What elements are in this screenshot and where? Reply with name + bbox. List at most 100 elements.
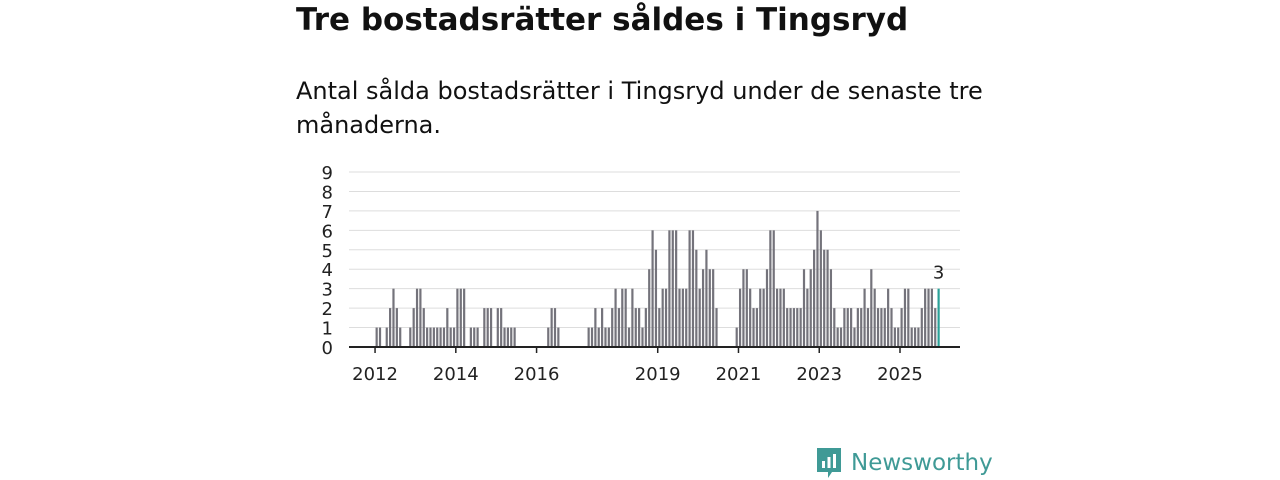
bar bbox=[762, 288, 765, 347]
bar bbox=[415, 288, 419, 347]
bar bbox=[698, 288, 701, 347]
bar bbox=[456, 288, 459, 347]
bar bbox=[378, 327, 382, 347]
bar bbox=[738, 288, 742, 347]
bar bbox=[826, 249, 829, 347]
bar bbox=[419, 288, 422, 347]
bar-series bbox=[375, 210, 940, 347]
bar bbox=[389, 308, 392, 347]
bar bbox=[463, 288, 466, 347]
bar bbox=[775, 288, 779, 347]
chart-title: Tre bostadsrätter såldes i Tingsryd bbox=[296, 2, 909, 38]
bar bbox=[913, 327, 917, 347]
bar bbox=[839, 327, 843, 347]
bar bbox=[385, 327, 388, 347]
newsworthy-chart-icon bbox=[817, 448, 841, 478]
bar bbox=[735, 327, 738, 347]
bar bbox=[631, 288, 634, 347]
bar bbox=[473, 327, 476, 347]
bar bbox=[876, 308, 880, 347]
bar bbox=[671, 230, 674, 347]
bar bbox=[624, 288, 627, 347]
bar bbox=[893, 327, 896, 347]
bar bbox=[557, 327, 560, 347]
bar bbox=[843, 308, 846, 347]
newsworthy-logo: Newsworthy bbox=[815, 446, 993, 480]
bar bbox=[648, 269, 651, 347]
bar bbox=[890, 308, 893, 347]
bar bbox=[927, 288, 930, 347]
bar bbox=[658, 308, 661, 347]
bar bbox=[664, 288, 668, 347]
bar bbox=[446, 308, 449, 347]
bar bbox=[432, 327, 435, 347]
bar bbox=[661, 288, 664, 347]
bar bbox=[604, 327, 607, 347]
bar bbox=[765, 269, 769, 347]
bar bbox=[496, 308, 499, 347]
y-tick-label: 7 bbox=[322, 202, 333, 223]
bar bbox=[934, 308, 937, 347]
bar bbox=[500, 308, 503, 347]
x-tick-label: 2023 bbox=[796, 364, 842, 385]
bar bbox=[715, 308, 718, 347]
bar bbox=[930, 288, 933, 347]
bar bbox=[813, 249, 816, 347]
bar bbox=[590, 327, 594, 347]
bar bbox=[880, 308, 883, 347]
y-tick-label: 6 bbox=[322, 221, 333, 242]
bar bbox=[429, 327, 432, 347]
bar bbox=[924, 288, 927, 347]
bar bbox=[601, 308, 604, 347]
bar bbox=[779, 288, 782, 347]
bar bbox=[550, 308, 553, 347]
bar bbox=[422, 308, 425, 347]
bar bbox=[920, 308, 923, 347]
bar bbox=[503, 327, 506, 347]
bar bbox=[426, 327, 429, 347]
bar-latest bbox=[937, 288, 940, 347]
x-tick-label: 2019 bbox=[635, 364, 681, 385]
bar bbox=[392, 288, 395, 347]
bar bbox=[833, 308, 836, 347]
bar bbox=[651, 230, 654, 347]
bar bbox=[769, 230, 772, 347]
bar bbox=[553, 308, 557, 347]
bar bbox=[850, 308, 853, 347]
bar bbox=[809, 269, 812, 347]
bar bbox=[708, 269, 711, 347]
x-tick-label: 2012 bbox=[352, 364, 398, 385]
bar bbox=[513, 327, 516, 347]
bar bbox=[681, 288, 684, 347]
bar bbox=[594, 308, 597, 347]
bar bbox=[678, 288, 681, 347]
bar bbox=[823, 249, 826, 347]
bar bbox=[705, 249, 708, 347]
bar bbox=[638, 308, 641, 347]
bar bbox=[685, 288, 688, 347]
bar bbox=[634, 308, 637, 347]
latest-value-label: 3 bbox=[933, 263, 944, 284]
y-tick-label: 8 bbox=[322, 182, 333, 203]
bar bbox=[806, 288, 809, 347]
bar bbox=[829, 269, 833, 347]
bar bbox=[611, 308, 614, 347]
bar bbox=[883, 308, 886, 347]
bar bbox=[506, 327, 509, 347]
brand-name: Newsworthy bbox=[851, 450, 993, 476]
bar bbox=[782, 288, 785, 347]
bar bbox=[668, 230, 671, 347]
bar bbox=[399, 327, 402, 347]
y-tick-label: 9 bbox=[322, 163, 333, 184]
bar bbox=[436, 327, 439, 347]
bar bbox=[772, 230, 775, 347]
bar bbox=[701, 269, 705, 347]
x-tick-label: 2014 bbox=[433, 364, 479, 385]
bar bbox=[863, 288, 866, 347]
bar bbox=[483, 308, 486, 347]
bar bbox=[489, 308, 493, 347]
bar bbox=[789, 308, 792, 347]
bar bbox=[442, 327, 446, 347]
